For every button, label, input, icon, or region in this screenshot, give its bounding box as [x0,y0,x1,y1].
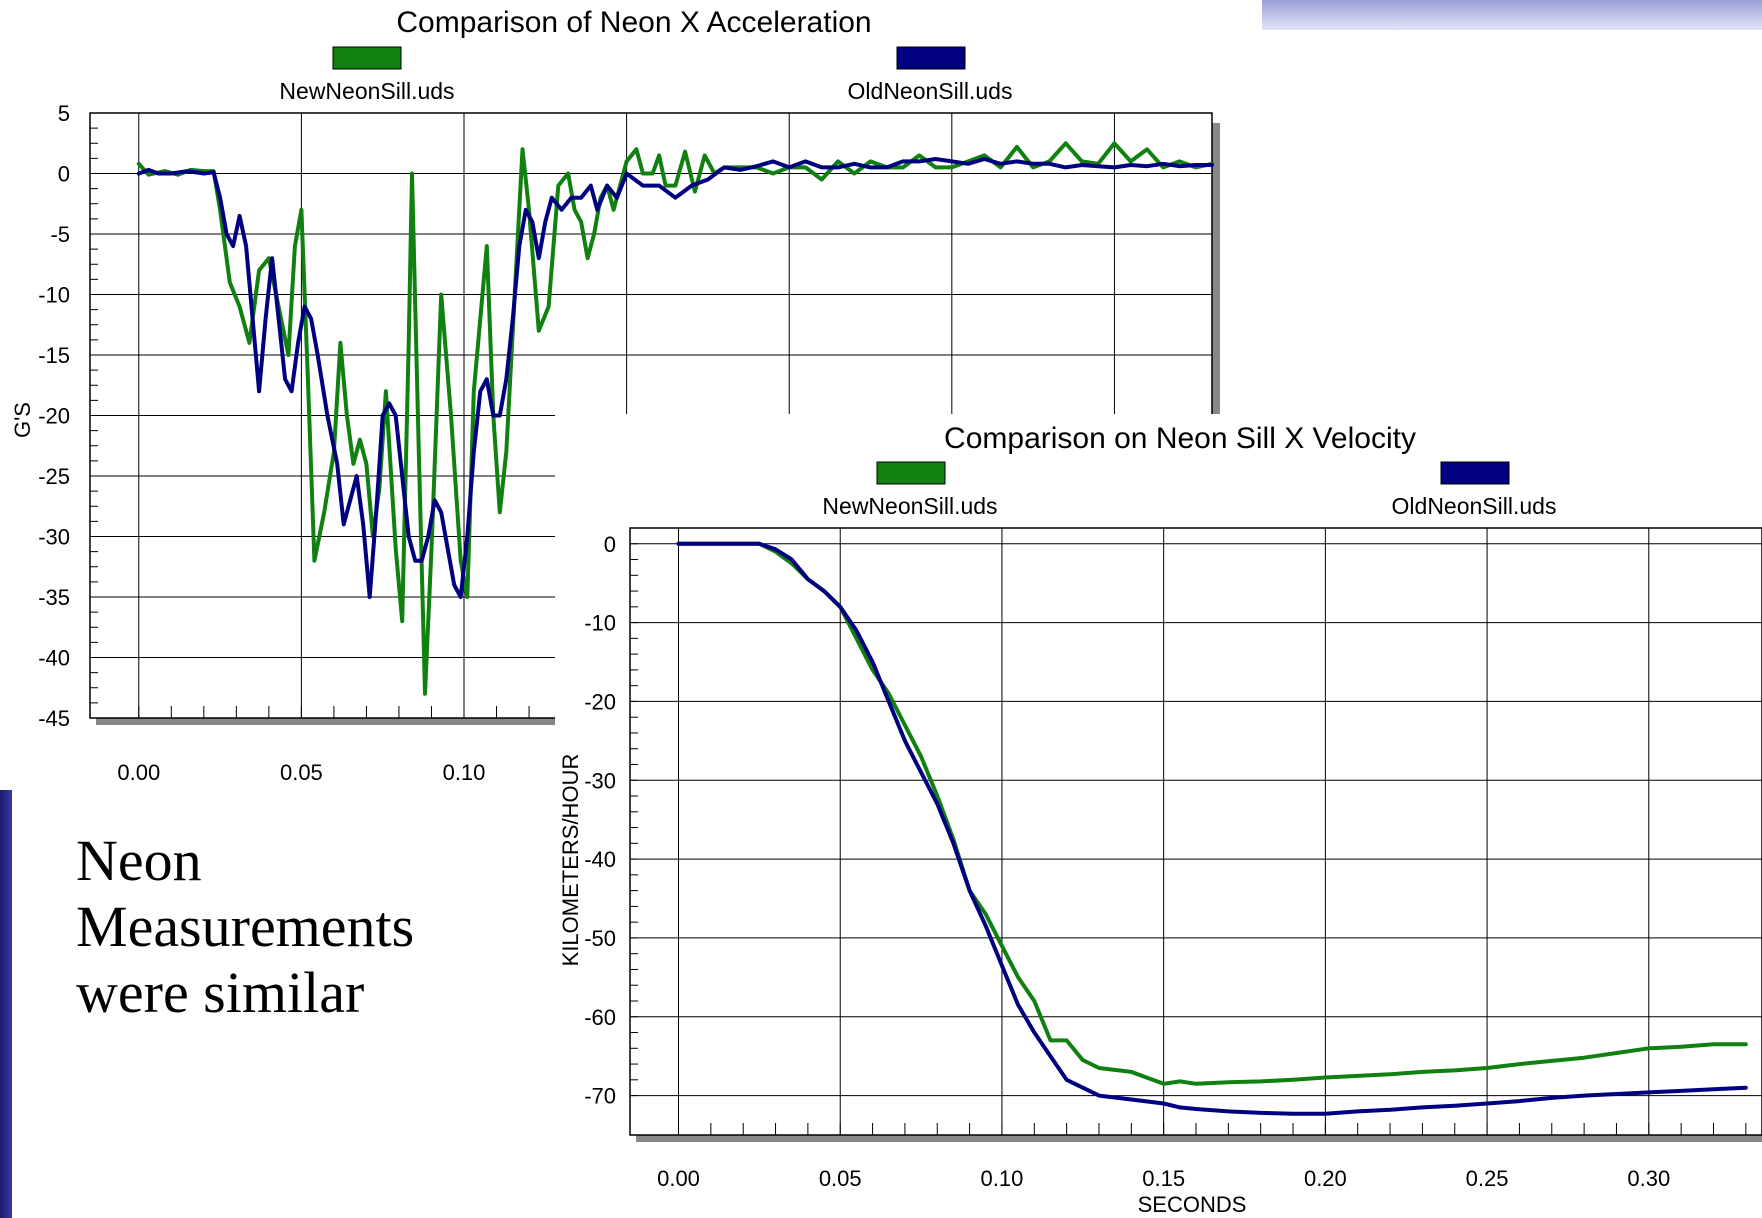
series-line-old [676,541,1748,1116]
legend-label: OldNeonSill.uds [1392,493,1557,519]
y-tick-label: -40 [584,847,616,872]
y-tick-label: -30 [584,768,616,793]
y-tick-label: -50 [584,926,616,951]
y-axis-label: KILOMETERS/HOUR [558,754,583,967]
note-line-3: were similar [76,960,365,1025]
chart-velocity: 0 -10 -20 -30 -40 -50 -60 -70 0.00 0.05 0.10 0.15 0.… [555,414,1762,1218]
x-tick-label: 0.25 [1466,1166,1509,1191]
series-line-new [136,141,1214,696]
x-tick-label: 0.00 [117,760,160,785]
y-tick-label: -25 [38,464,70,489]
y-tick-label: -70 [584,1084,616,1109]
y-tick-label: -20 [38,404,70,429]
legend-swatch [332,46,402,70]
y-tick-label: -10 [38,283,70,308]
y-tick-label: -45 [38,706,70,731]
x-axis-label: SECONDS [1138,1192,1247,1217]
y-tick-label: -60 [584,1005,616,1030]
x-tick-label: 0.30 [1627,1166,1670,1191]
y-tick-label: -15 [38,343,70,368]
x-tick-label: 0.05 [819,1166,862,1191]
y-tick-label: 0 [58,162,70,187]
slide-note: Neon Measurements were similar [76,828,496,1026]
chart-title: Comparison on Neon Sill X Velocity [944,422,1416,455]
x-tick-label: 0.00 [657,1166,700,1191]
note-line-2: Measurements [76,894,415,959]
x-tick-label: 0.05 [280,760,323,785]
y-tick-label: -10 [584,611,616,636]
y-tick-label: -40 [38,646,70,671]
y-tick-label: -30 [38,525,70,550]
x-tick-label: 0.10 [981,1166,1024,1191]
legend-swatch [1440,461,1510,485]
legend-swatch [876,461,946,485]
chart-title: Comparison of Neon X Acceleration [396,6,871,39]
note-line-1: Neon [76,828,202,893]
y-tick-label: 5 [58,101,70,126]
legend-swatch [896,46,966,70]
plot-area [629,527,1762,1136]
x-tick-label: 0.20 [1304,1166,1347,1191]
y-tick-label: -35 [38,585,70,610]
legend-label: NewNeonSill.uds [279,78,454,104]
y-tick-label: -5 [50,222,70,247]
legend-label: NewNeonSill.uds [822,493,997,519]
x-tick-label: 0.10 [443,760,486,785]
y-axis-label: G'S [10,402,35,438]
y-tick-label: -20 [584,689,616,714]
plot-shadow [636,538,1762,1142]
legend-label: OldNeonSill.uds [848,78,1013,104]
x-tick-label: 0.15 [1142,1166,1185,1191]
series-line-old [136,157,1214,599]
y-tick-label: 0 [604,532,616,557]
slide-top-bar [1260,0,1762,30]
